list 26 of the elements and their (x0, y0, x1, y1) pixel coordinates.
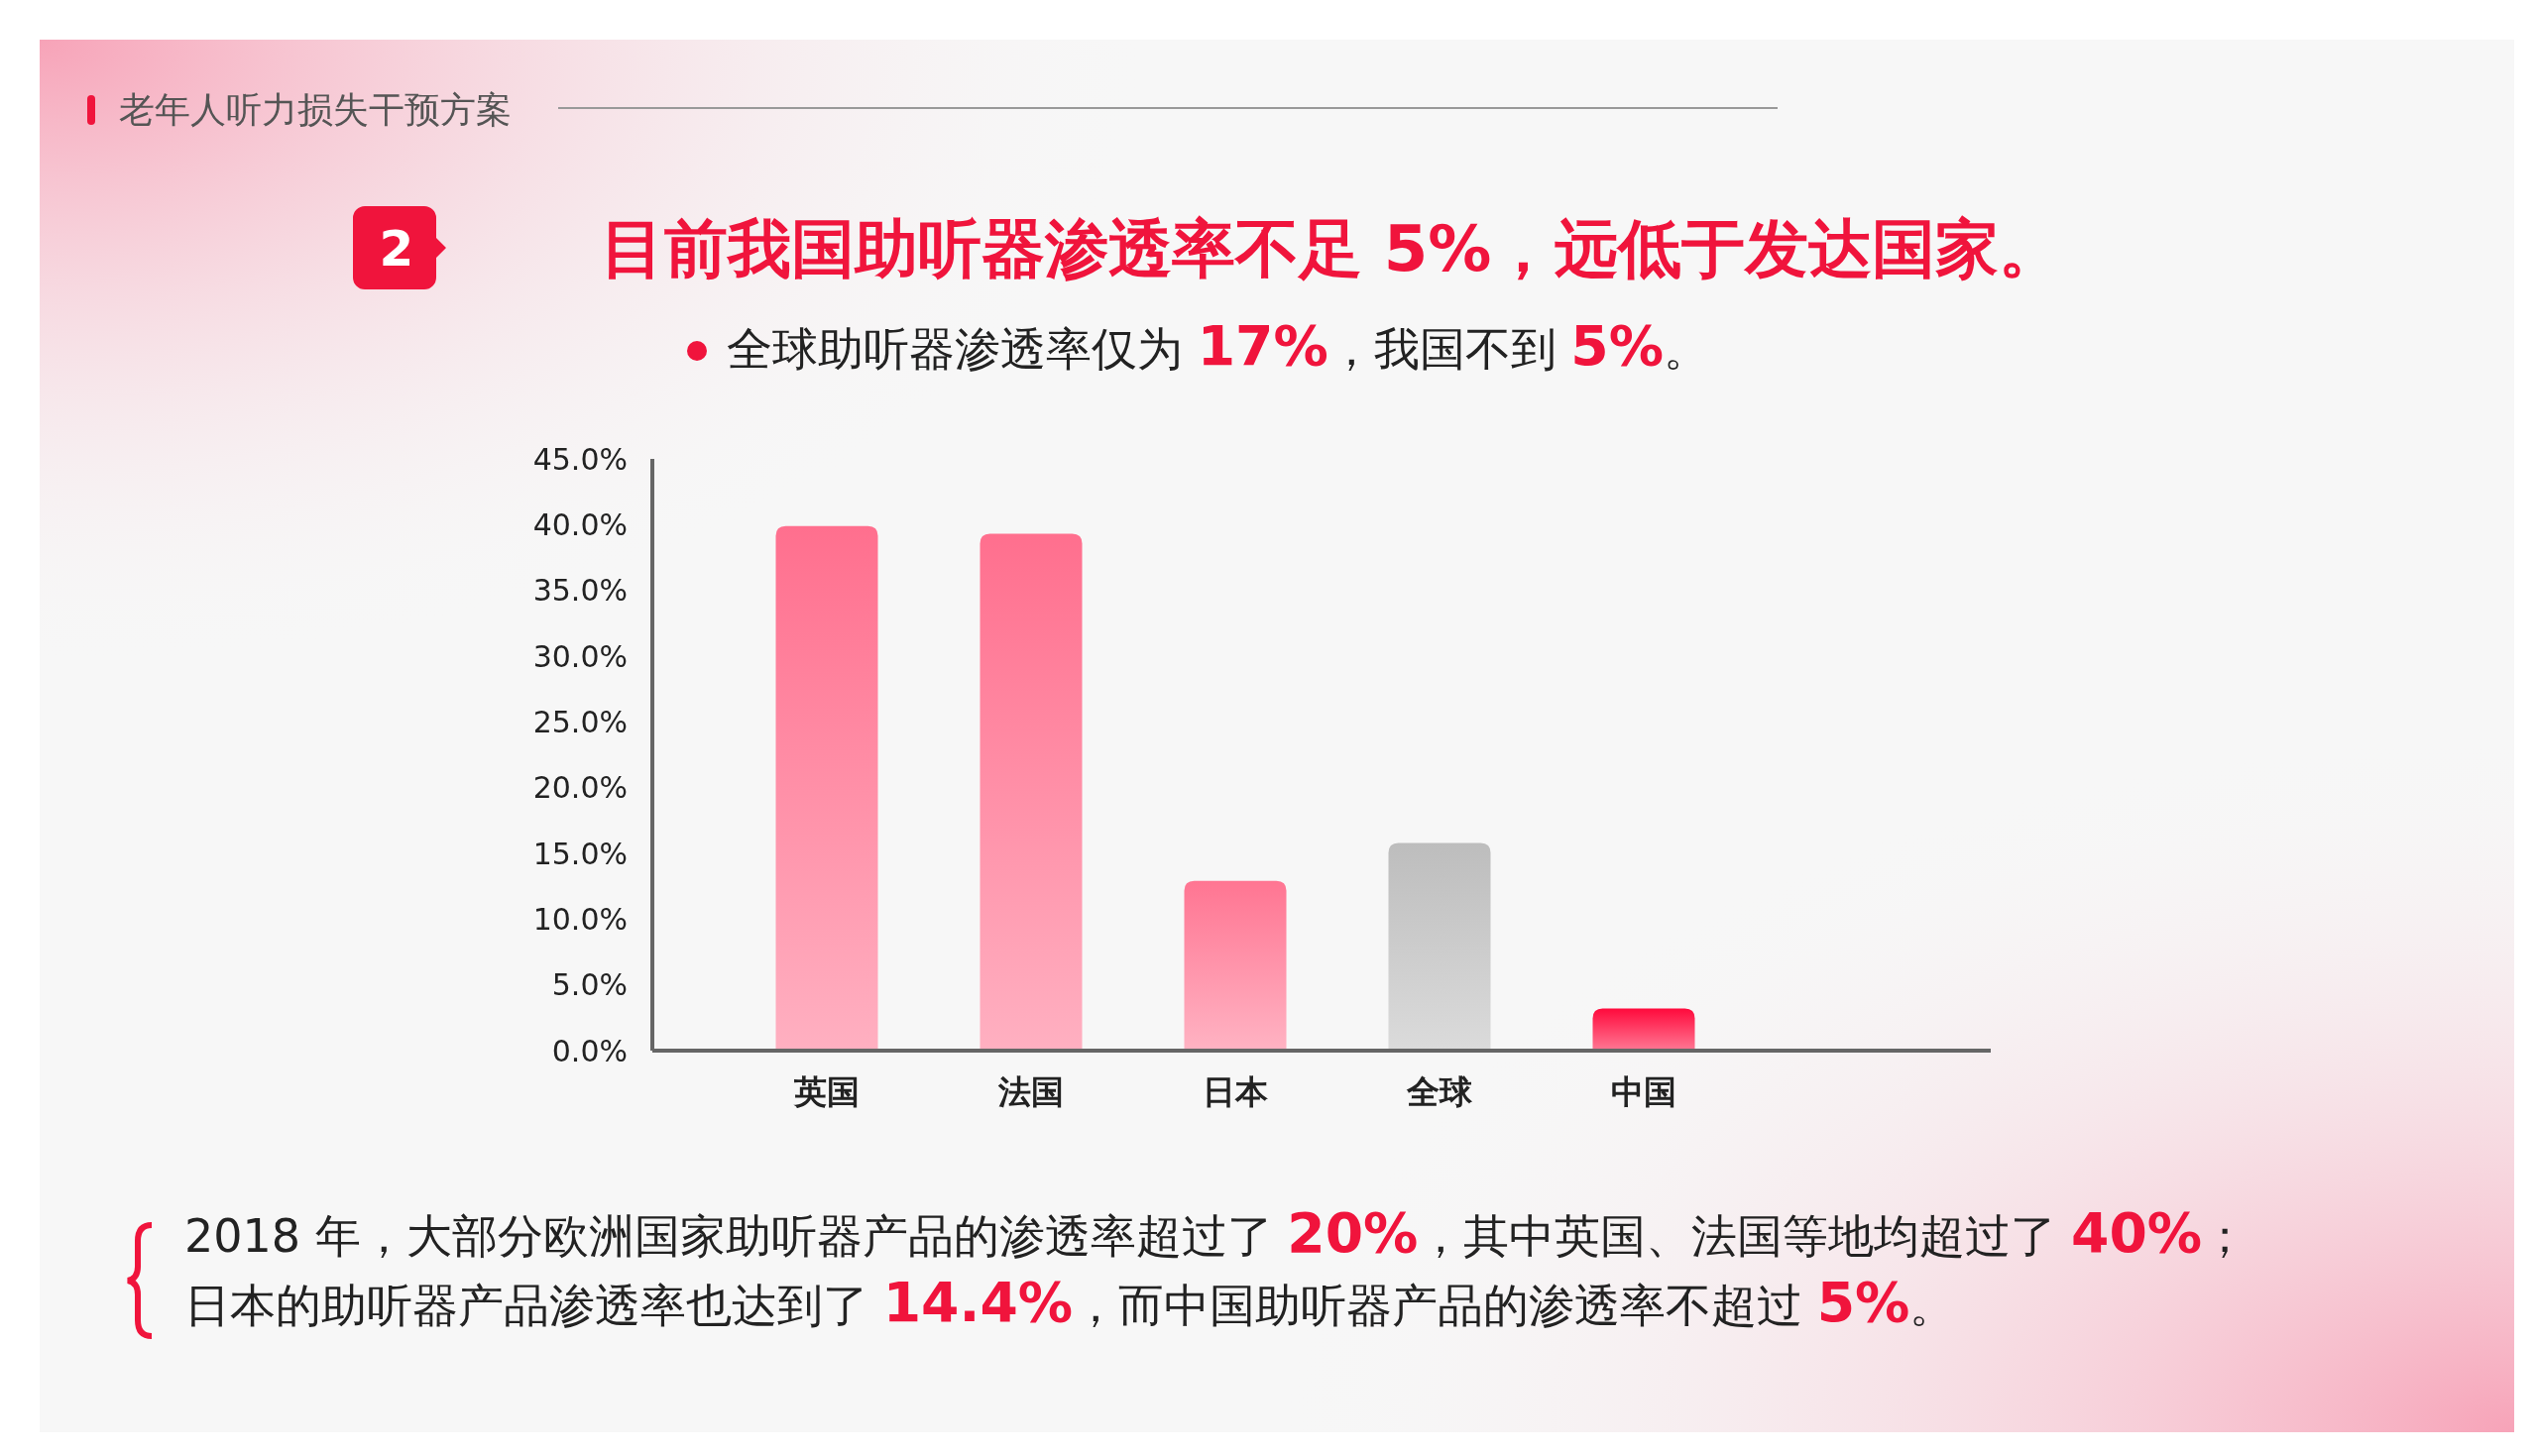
y-tick-label: 0.0% (551, 1033, 628, 1068)
x-tick-label: 法国 (997, 1072, 1064, 1111)
y-tick-label: 10.0% (532, 901, 628, 937)
y-tick-label: 25.0% (532, 704, 628, 739)
x-tick-label: 英国 (793, 1072, 860, 1111)
bar (1592, 1008, 1695, 1051)
y-tick-label: 5.0% (551, 967, 628, 1003)
y-tick-label: 40.0% (532, 506, 628, 542)
text: 2018 年，大部分欧洲国家助听器产品的渗透率超过了 20%，其中英国、法国等地均超过了 40%； (184, 1201, 2249, 1265)
x-tick-label: 中国 (1611, 1072, 1676, 1111)
bar (1184, 880, 1287, 1051)
text: 2 (379, 220, 414, 278)
y-tick-label: 35.0% (532, 573, 628, 609)
bar (980, 533, 1083, 1051)
y-tick-label: 45.0% (532, 441, 628, 477)
y-tick-label: 20.0% (532, 770, 628, 806)
bar (1388, 842, 1491, 1051)
x-tick-label: 全球 (1406, 1072, 1473, 1111)
text: 老年人听力损失干预方案 (119, 89, 512, 130)
bar (775, 525, 878, 1051)
chart-subtitle: 全球助听器渗透率仅为 17%，我国不到 5%。 (727, 314, 1710, 378)
y-tick-label: 15.0% (532, 836, 628, 871)
text: 日本的助听器产品渗透率也达到了 14.4%，而中国助听器产品的渗透率不超过 5%。 (184, 1271, 1956, 1334)
x-tick-label: 日本 (1203, 1072, 1269, 1111)
chart-title: 目前我国助听器渗透率不足 5%，远低于发达国家。 (600, 212, 2063, 285)
y-tick-label: 30.0% (532, 638, 628, 674)
